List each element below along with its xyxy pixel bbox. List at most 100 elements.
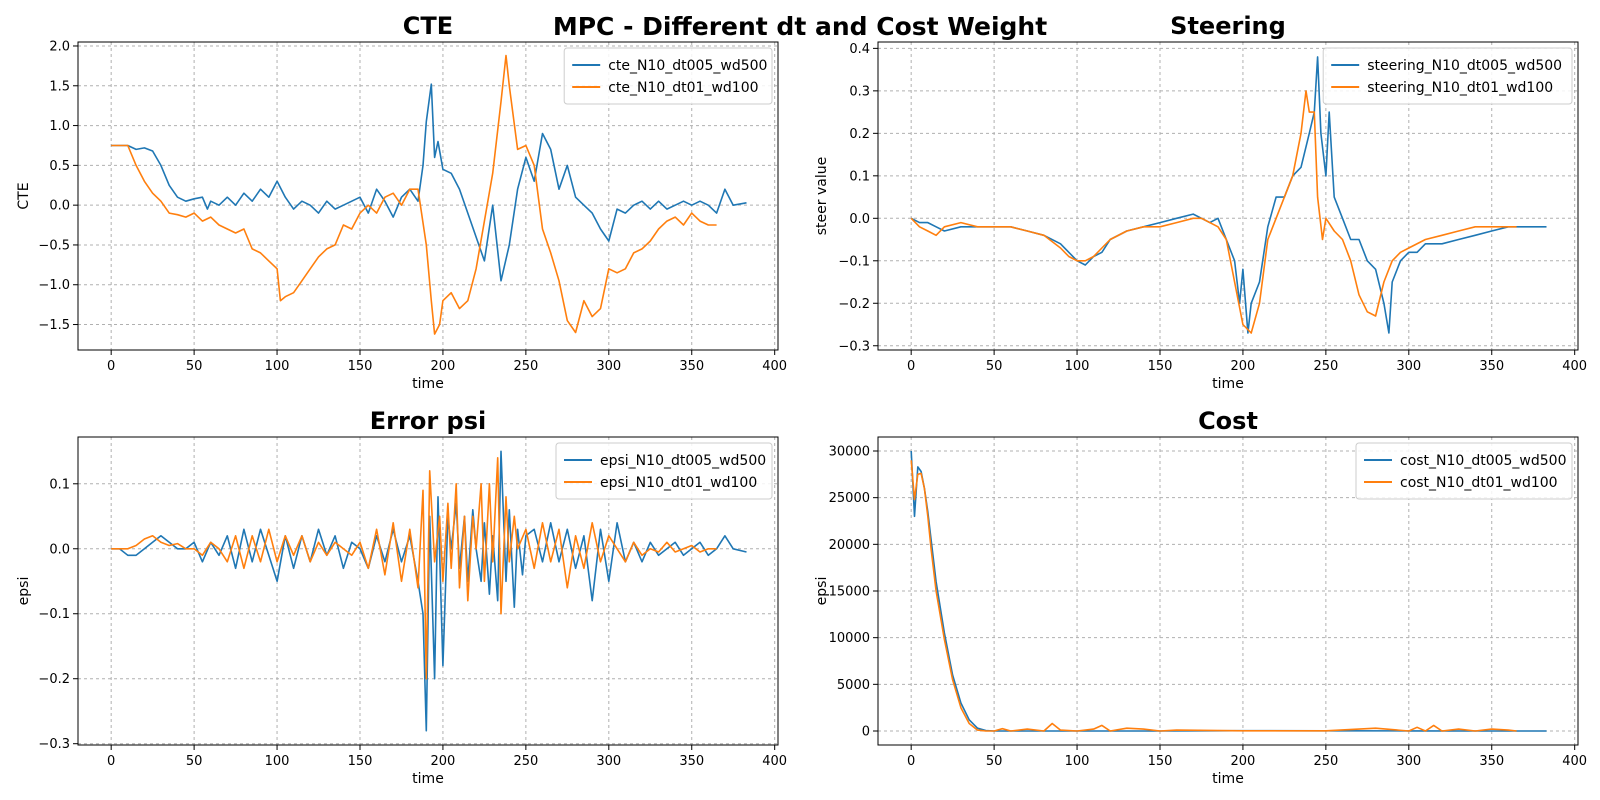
epsi-ytick-label-0-1: 0.1 — [49, 477, 70, 492]
cost-xtick-label-300: 300 — [1396, 754, 1421, 769]
steering-ytick-label-0-3: 0.3 — [849, 84, 870, 99]
panel-cte: 0 50 100 150 200 250 300 350 400 −1.5 −1.0 −0.5 0.0 0… — [16, 12, 787, 392]
steering-series-line-2 — [910, 90, 1517, 334]
cost-legend-box — [1355, 442, 1573, 500]
epsi-ylabel: epsi — [16, 577, 32, 606]
steering-ytick-label-0-4: 0.4 — [849, 42, 870, 57]
epsi-legend: epsi_N10_dt005_wd500 epsi_N10_dt01_wd100 — [555, 442, 773, 500]
panel-steering: 0 50 100 150 200 250 300 350 400 −0.3 −0.2 −0.1 0.0 0… — [814, 12, 1587, 392]
cost-ylabel: epsi — [814, 577, 830, 606]
cte-ytick-label-1: 1.0 — [49, 119, 70, 134]
cost-ytick-label-30000: 30000 — [829, 445, 870, 460]
cte-xtick-label-50: 50 — [186, 359, 203, 374]
cte-ytick-label-0-5: −0.5 — [38, 238, 70, 253]
steering-xtick-label-0: 0 — [907, 359, 915, 374]
cte-series-line-2 — [111, 54, 717, 335]
cost-ytick-label-25000: 25000 — [829, 491, 870, 506]
epsi-legend-label-2: epsi_N10_dt01_wd100 — [600, 475, 757, 491]
cost-series-line-2 — [910, 460, 1517, 732]
panel-error-psi: 0 50 100 150 200 250 300 350 400 −0.3 −0.2 −0.1 0.0 0… — [16, 407, 787, 787]
steering-ylabel: steer value — [814, 157, 830, 235]
epsi-legend-box — [555, 442, 773, 500]
steering-xlabel: time — [1212, 376, 1244, 392]
cte-axes-frame — [77, 41, 779, 351]
steering-ytick-label-0: 0.0 — [849, 212, 870, 227]
cte-legend-label-1: cte_N10_dt005_wd500 — [608, 58, 767, 74]
cte-series-line-1 — [111, 83, 747, 282]
steering-ytick-label-0-2: −0.2 — [838, 297, 870, 312]
epsi-xtick-label-100: 100 — [265, 754, 290, 769]
cost-xtick-label-150: 150 — [1148, 754, 1173, 769]
steering-xtick-label-350: 350 — [1479, 359, 1504, 374]
steering-xtick-label-100: 100 — [1065, 359, 1090, 374]
cte-ylabel: CTE — [16, 182, 32, 209]
cost-xtick-label-50: 50 — [986, 754, 1003, 769]
panel-cost: 0 50 100 150 200 250 300 350 400 0 5000 10000 15000 2… — [814, 407, 1587, 787]
epsi-title: Error psi — [370, 407, 486, 435]
cost-legend: cost_N10_dt005_wd500 cost_N10_dt01_wd100 — [1355, 442, 1573, 500]
cte-xtick-label-200: 200 — [431, 359, 456, 374]
steering-xtick-label-300: 300 — [1396, 359, 1421, 374]
cost-legend-label-1: cost_N10_dt005_wd500 — [1400, 453, 1567, 469]
cost-ytick-label-20000: 20000 — [829, 538, 870, 553]
steering-xtick-label-400: 400 — [1562, 359, 1587, 374]
epsi-xlabel: time — [412, 771, 444, 787]
cost-ytick-label-5000: 5000 — [837, 678, 870, 693]
cte-ytick-label-1-5: −1.5 — [38, 318, 70, 333]
epsi-xtick-label-50: 50 — [186, 754, 203, 769]
figure-title: MPC - Different dt and Cost Weight — [553, 12, 1047, 41]
steering-ytick-label-0-1: −0.1 — [838, 254, 870, 269]
cte-legend-box — [563, 47, 773, 105]
cte-ytick-label-0-5: 0.5 — [49, 159, 70, 174]
cte-xtick-label-400: 400 — [762, 359, 787, 374]
epsi-xtick-label-0: 0 — [107, 754, 115, 769]
cte-ytick-label-1: −1.0 — [38, 278, 70, 293]
steering-axes-frame — [877, 41, 1579, 351]
epsi-legend-label-1: epsi_N10_dt005_wd500 — [600, 453, 766, 469]
cost-ytick-label-10000: 10000 — [829, 631, 870, 646]
cost-xtick-label-200: 200 — [1231, 754, 1256, 769]
cte-xtick-label-150: 150 — [348, 359, 373, 374]
epsi-axes-frame — [77, 436, 779, 746]
steering-ytick-label-0-3: −0.3 — [838, 339, 870, 354]
epsi-ytick-label-0-2: −0.2 — [38, 672, 70, 687]
cte-xtick-label-0: 0 — [107, 359, 115, 374]
steering-xtick-label-50: 50 — [986, 359, 1003, 374]
epsi-xtick-label-250: 250 — [513, 754, 538, 769]
cost-xtick-label-350: 350 — [1479, 754, 1504, 769]
epsi-series-line-2 — [111, 456, 717, 680]
cost-xlabel: time — [1212, 771, 1244, 787]
cost-xtick-label-250: 250 — [1313, 754, 1338, 769]
epsi-xtick-label-350: 350 — [679, 754, 704, 769]
cte-xtick-label-250: 250 — [513, 359, 538, 374]
cost-legend-label-2: cost_N10_dt01_wd100 — [1400, 475, 1558, 491]
cost-ytick-label-15000: 15000 — [829, 585, 870, 600]
cte-ytick-label-1-5: 1.5 — [49, 79, 70, 94]
steering-xtick-label-250: 250 — [1313, 359, 1338, 374]
steering-legend: steering_N10_dt005_wd500 steering_N10_dt0… — [1322, 47, 1573, 105]
cte-xtick-label-100: 100 — [265, 359, 290, 374]
steering-ytick-label-0-2: 0.2 — [849, 127, 870, 142]
cte-ytick-label-2: 2.0 — [49, 39, 70, 54]
epsi-xtick-label-300: 300 — [596, 754, 621, 769]
steering-legend-box — [1322, 47, 1573, 105]
steering-title: Steering — [1170, 12, 1286, 40]
steering-xtick-label-200: 200 — [1231, 359, 1256, 374]
cte-legend-label-2: cte_N10_dt01_wd100 — [608, 80, 758, 96]
cost-xtick-label-100: 100 — [1065, 754, 1090, 769]
cost-xtick-label-400: 400 — [1562, 754, 1587, 769]
cte-ytick-label-0: 0.0 — [49, 199, 70, 214]
cte-xtick-label-300: 300 — [596, 359, 621, 374]
epsi-xtick-label-200: 200 — [431, 754, 456, 769]
cost-title: Cost — [1198, 407, 1258, 435]
epsi-ytick-label-0-1: −0.1 — [38, 607, 70, 622]
steering-legend-label-1: steering_N10_dt005_wd500 — [1367, 58, 1562, 74]
steering-legend-label-2: steering_N10_dt01_wd100 — [1367, 80, 1553, 96]
cte-xlabel: time — [412, 376, 444, 392]
steering-ytick-label-0-1: 0.1 — [849, 169, 870, 184]
steering-xtick-label-150: 150 — [1148, 359, 1173, 374]
cte-title: CTE — [403, 12, 453, 40]
epsi-ytick-label-0-3: −0.3 — [38, 737, 70, 752]
epsi-xtick-label-150: 150 — [348, 754, 373, 769]
